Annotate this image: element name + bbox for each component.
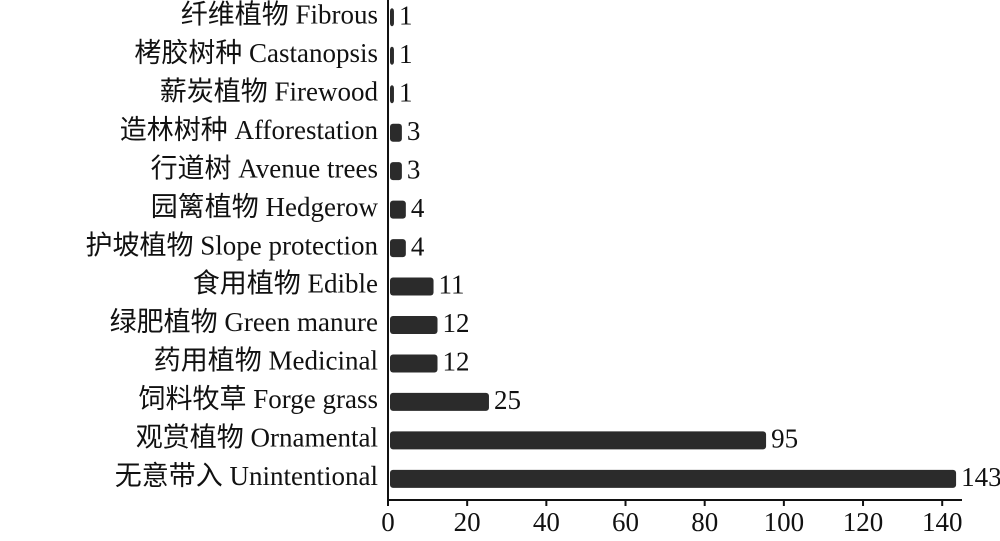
y-tick-label: 药用植物 Medicinal	[154, 346, 378, 376]
value-label: 1	[399, 77, 413, 107]
bar	[390, 431, 767, 450]
y-tick-label: 行道树 Avenue trees	[151, 153, 378, 183]
y-tick-label: 观赏植物 Ornamental	[136, 423, 378, 453]
x-tick-label: 100	[764, 507, 805, 537]
value-label: 3	[407, 154, 421, 184]
value-label: 4	[411, 193, 425, 223]
bar	[390, 354, 438, 373]
value-label: 95	[771, 424, 798, 454]
y-tick-label: 园篱植物 Hedgerow	[151, 192, 379, 222]
y-tick-label: 绿肥植物 Green manure	[110, 307, 378, 337]
x-tick-label: 20	[454, 507, 481, 537]
bar	[390, 239, 406, 258]
value-label: 11	[439, 270, 465, 300]
value-label: 1	[399, 1, 413, 31]
bar	[390, 8, 394, 27]
x-tick-label: 60	[612, 507, 639, 537]
value-label: 3	[407, 116, 421, 146]
value-label: 25	[494, 385, 521, 415]
y-tick-label: 护坡植物 Slope protection	[86, 230, 379, 260]
bar	[390, 46, 394, 65]
bar	[390, 392, 489, 411]
y-tick-label: 薪炭植物 Firewood	[160, 76, 379, 106]
value-label: 12	[443, 347, 470, 377]
x-tick-label: 120	[843, 507, 884, 537]
x-tick-label: 140	[922, 507, 963, 537]
bar	[390, 123, 402, 142]
x-tick-label: 0	[381, 507, 395, 537]
bar	[390, 162, 402, 181]
bar	[390, 469, 957, 488]
x-tick-label: 40	[533, 507, 560, 537]
bar	[390, 316, 438, 334]
bar	[390, 277, 434, 296]
value-label: 143	[961, 462, 1000, 492]
value-label: 4	[411, 231, 425, 261]
x-tick-label: 80	[691, 507, 718, 537]
y-tick-label: 栲胶树种 Castanopsis	[134, 38, 378, 68]
y-tick-label: 无意带入 Unintentional	[115, 461, 378, 491]
value-label: 1	[399, 39, 413, 69]
y-tick-label: 纤维植物 Fibrous	[181, 0, 378, 30]
y-tick-label: 造林树种 Afforestation	[120, 115, 379, 145]
bar	[390, 85, 394, 104]
y-tick-label: 饲料牧草 Forge grass	[139, 384, 379, 414]
bar	[390, 200, 406, 219]
value-label: 12	[443, 308, 470, 338]
y-tick-label: 食用植物 Edible	[193, 269, 378, 299]
